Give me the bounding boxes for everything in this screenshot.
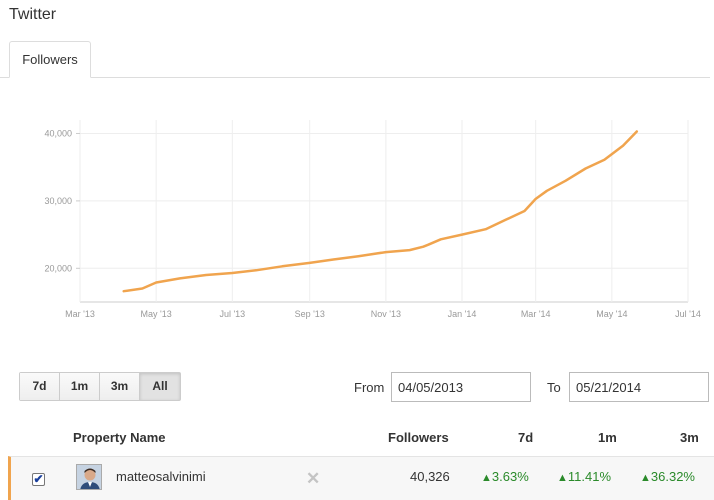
- data-point: [534, 197, 537, 200]
- to-label: To: [547, 380, 561, 395]
- data-point: [504, 218, 507, 221]
- x-tick-label: Jan '14: [448, 309, 477, 319]
- row-checkbox[interactable]: ✔: [32, 472, 45, 486]
- data-point: [622, 144, 624, 147]
- data-point: [427, 243, 430, 246]
- remove-icon[interactable]: ✕: [306, 469, 321, 488]
- data-point: [564, 179, 567, 182]
- x-tick-label: Sep '13: [295, 309, 325, 319]
- x-tick-label: Mar '14: [521, 309, 551, 319]
- data-point: [231, 272, 234, 274]
- data-point: [384, 251, 387, 254]
- x-tick-label: Jul '14: [675, 309, 701, 319]
- data-point: [484, 228, 487, 231]
- y-tick-label: 20,000: [44, 263, 72, 273]
- data-point: [308, 262, 311, 264]
- column-header-3m[interactable]: 3m: [680, 430, 699, 445]
- tab-bar: Followers: [0, 41, 710, 78]
- x-tick-label: Nov '13: [371, 309, 401, 319]
- column-header-1m[interactable]: 1m: [598, 430, 617, 445]
- data-point: [422, 245, 425, 248]
- data-point: [178, 277, 181, 280]
- x-tick-label: May '13: [141, 309, 172, 319]
- data-point: [332, 258, 335, 261]
- data-point: [281, 265, 284, 268]
- data-point: [635, 130, 638, 133]
- range-button-group: 7d 1m 3m All: [19, 372, 181, 401]
- column-header-property-name[interactable]: Property Name: [73, 430, 166, 445]
- data-point: [357, 255, 360, 258]
- column-header-followers[interactable]: Followers: [388, 430, 449, 445]
- data-point: [584, 167, 587, 170]
- x-tick-label: May '14: [596, 309, 627, 319]
- to-date-input[interactable]: [569, 372, 709, 402]
- data-point: [546, 189, 548, 192]
- range-3m-button[interactable]: 3m: [100, 373, 140, 400]
- avatar: [76, 464, 102, 490]
- property-name[interactable]: matteosalvinimi: [116, 469, 206, 484]
- followers-count: 40,326: [410, 469, 450, 484]
- change-1m: ▲11.41%: [557, 469, 612, 484]
- data-point: [141, 287, 144, 290]
- y-tick-label: 40,000: [44, 128, 72, 138]
- data-point: [439, 238, 442, 241]
- range-all-button[interactable]: All: [140, 373, 180, 400]
- y-tick-label: 30,000: [44, 196, 72, 206]
- followers-series-line: [122, 130, 639, 293]
- from-date-input[interactable]: [391, 372, 531, 402]
- up-arrow-icon: ▲: [640, 472, 651, 484]
- data-point: [155, 281, 158, 284]
- data-point: [408, 249, 411, 251]
- page-title: Twitter: [9, 6, 57, 23]
- data-point: [523, 210, 526, 212]
- range-7d-button[interactable]: 7d: [20, 373, 60, 400]
- data-point: [255, 269, 257, 272]
- table-row: [8, 456, 714, 500]
- up-arrow-icon: ▲: [481, 472, 492, 484]
- tab-followers[interactable]: Followers: [9, 41, 91, 78]
- data-point: [122, 290, 125, 293]
- change-3m: ▲36.32%: [640, 469, 695, 484]
- x-tick-label: Mar '13: [65, 309, 95, 319]
- data-point: [603, 158, 606, 161]
- from-label: From: [354, 380, 385, 395]
- change-7d: ▲3.63%: [481, 469, 529, 484]
- followers-chart: Mar '13 May '13 Jul '13 Sep '13 Nov '13 Jan '…: [44, 120, 701, 319]
- x-tick-label: Jul '13: [219, 309, 245, 319]
- range-1m-button[interactable]: 1m: [60, 373, 100, 400]
- data-point: [461, 233, 463, 236]
- up-arrow-icon: ▲: [557, 472, 568, 484]
- column-header-7d[interactable]: 7d: [518, 430, 534, 445]
- data-point: [205, 274, 207, 276]
